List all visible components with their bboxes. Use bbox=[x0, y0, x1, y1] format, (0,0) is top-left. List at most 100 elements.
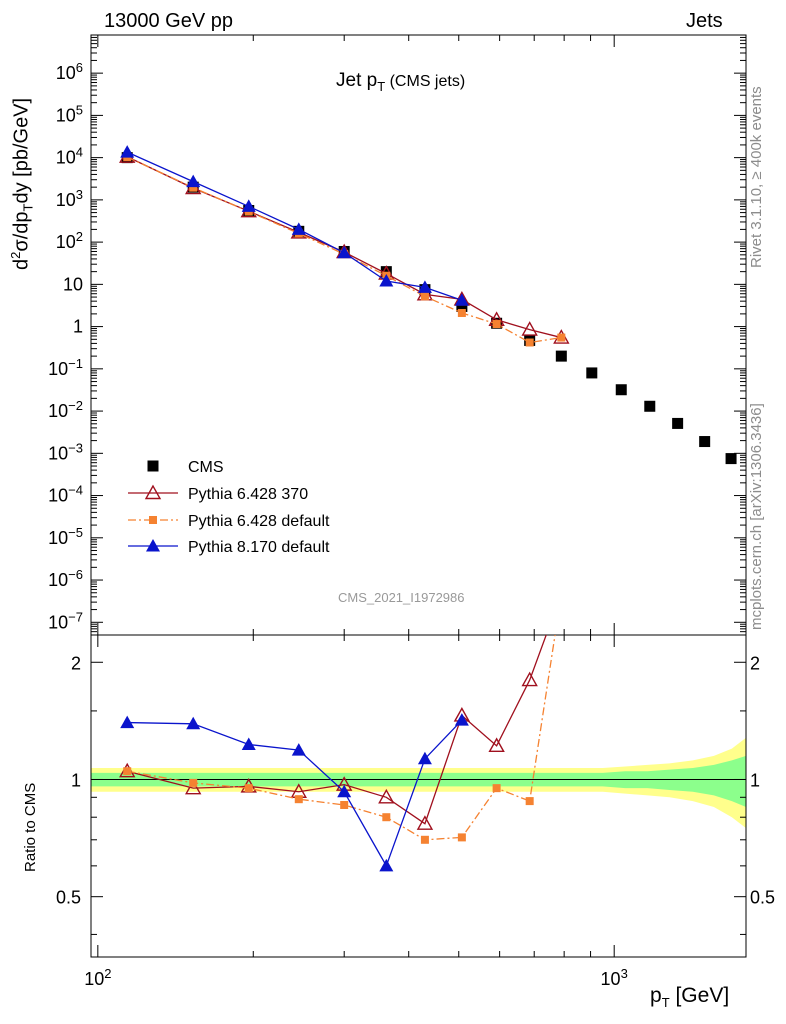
y-tick-label: 10−1 bbox=[48, 355, 83, 379]
ratio-axis-label: Ratio to CMS bbox=[22, 782, 39, 872]
y-tick-label: 105 bbox=[56, 102, 83, 126]
ratio-y-tick-label-right: 1 bbox=[750, 770, 760, 790]
legend: CMS Pythia 6.428 370 Pythia 6.428 default P… bbox=[128, 459, 330, 556]
ratio-point-pythia-6-428-370 bbox=[378, 788, 395, 804]
ratio-y-tick-label-right: 2 bbox=[750, 653, 760, 673]
y-tick-label: 10−2 bbox=[48, 398, 83, 422]
plot-title-suffix: (CMS jets) bbox=[385, 73, 466, 90]
y-tick-label: 10 bbox=[63, 274, 83, 294]
point-pythia-8-170-default bbox=[186, 174, 201, 188]
point-pythia-6-428-default bbox=[457, 308, 466, 317]
y-tick-label: 103 bbox=[56, 186, 83, 210]
ratio-point-pythia-6-428-default bbox=[420, 835, 429, 844]
point-pythia-8-170-default bbox=[241, 199, 256, 212]
ratio-point-pythia-6-428-370 bbox=[488, 737, 505, 753]
y-axis-label: d2σ/dpTdy [pb/GeV] bbox=[8, 98, 36, 270]
point-cms bbox=[777, 492, 786, 503]
point-pythia-8-170-default bbox=[417, 280, 432, 293]
legend-marker bbox=[146, 539, 160, 552]
uncertainty-band bbox=[91, 737, 746, 829]
ratio-point-pythia-6-428-370 bbox=[521, 671, 538, 687]
ratio-y-tick-label-right: 0.5 bbox=[750, 888, 775, 908]
point-cms bbox=[725, 453, 737, 465]
ratio-point-pythia-6-428-default bbox=[457, 833, 466, 842]
ratio-point-pythia-6-428-default bbox=[294, 795, 303, 804]
point-pythia-6-428-default bbox=[189, 183, 198, 192]
y-label-d: d bbox=[10, 258, 33, 270]
x-label-unit: [GeV] bbox=[669, 984, 730, 1007]
beam-label: 13000 GeV pp bbox=[104, 10, 233, 32]
ratio-y-tick-label: 1 bbox=[71, 770, 81, 790]
point-cms bbox=[586, 367, 598, 379]
legend-marker bbox=[147, 460, 159, 472]
legend-marker bbox=[149, 516, 157, 524]
legend-label: Pythia 8.170 default bbox=[188, 539, 330, 556]
point-pythia-6-428-370 bbox=[521, 321, 538, 336]
y-label-unit: dy [pb/GeV] bbox=[10, 97, 33, 204]
ratio-y-tick-label: 2 bbox=[71, 653, 81, 673]
y-label-sigma: σ/dp bbox=[10, 211, 33, 252]
ratio-point-pythia-6-428-default bbox=[557, 590, 565, 598]
y-tick-label: 10−6 bbox=[48, 567, 83, 591]
ratio-point-pythia-8-170-default bbox=[291, 743, 306, 756]
point-cms bbox=[672, 417, 684, 429]
ratio-point-pythia-6-428-default bbox=[189, 778, 198, 787]
band-inner bbox=[91, 755, 746, 807]
point-pythia-6-428-default bbox=[420, 292, 429, 301]
ratio-point-pythia-8-170-default bbox=[417, 751, 432, 765]
y-tick-label: 10−3 bbox=[48, 440, 83, 464]
x-label-sub: T bbox=[661, 995, 670, 1011]
legend-marker bbox=[144, 484, 162, 500]
point-cms bbox=[644, 400, 656, 412]
analysis-id-label: CMS_2021_I1972986 bbox=[338, 590, 465, 605]
category-label: Jets bbox=[686, 10, 723, 32]
ratio-line-pythia-8-170-default bbox=[127, 719, 463, 868]
axis-ticks bbox=[91, 34, 746, 957]
y-tick-label: 10−4 bbox=[48, 482, 83, 506]
series-line-pythia-6-428-default bbox=[126, 156, 562, 344]
ratio-point-pythia-8-170-default bbox=[186, 716, 201, 730]
y-tick-label: 106 bbox=[56, 60, 83, 84]
legend-label: Pythia 6.428 370 bbox=[188, 486, 308, 503]
upper-series-group bbox=[119, 145, 786, 503]
ratio-point-pythia-6-428-default bbox=[123, 767, 132, 776]
point-pythia-8-170-default bbox=[291, 222, 306, 235]
y-label-sub: T bbox=[20, 203, 36, 212]
point-cms bbox=[615, 384, 627, 396]
point-cms bbox=[456, 300, 468, 312]
ratio-series-group bbox=[119, 590, 565, 872]
x-label-p: p bbox=[650, 984, 662, 1007]
point-pythia-8-170-default bbox=[120, 145, 135, 158]
y-tick-label: 104 bbox=[56, 144, 83, 168]
mcplots-label: mcplots.cern.ch [arXiv:1306.3436] bbox=[748, 403, 765, 630]
ratio-point-pythia-6-428-370 bbox=[185, 779, 202, 795]
rivet-version-label: Rivet 3.1.10, ≥ 400k events bbox=[748, 86, 765, 268]
plot-title-main: Jet p bbox=[336, 70, 378, 91]
series-line-pythia-8-170-default bbox=[126, 151, 463, 301]
y-tick-label: 1 bbox=[73, 317, 83, 337]
point-pythia-6-428-default bbox=[492, 320, 501, 329]
ratio-point-pythia-8-170-default bbox=[454, 713, 469, 726]
point-cms bbox=[555, 350, 567, 362]
point-cms bbox=[699, 436, 711, 448]
ratio-point-pythia-8-170-default bbox=[337, 784, 352, 798]
point-pythia-6-428-default bbox=[525, 338, 534, 347]
ratio-line-pythia-6-428-370 bbox=[127, 635, 547, 825]
ratio-point-pythia-6-428-370 bbox=[416, 815, 434, 830]
ratio-point-pythia-6-428-default bbox=[382, 813, 391, 822]
point-pythia-8-170-default bbox=[379, 274, 394, 287]
ratio-point-pythia-6-428-default bbox=[525, 797, 534, 806]
point-pythia-6-428-default bbox=[557, 333, 566, 342]
x-tick-label: 102 bbox=[84, 966, 111, 990]
ratio-point-pythia-6-428-default bbox=[340, 800, 349, 809]
plot-title: Jet pT (CMS jets) bbox=[336, 70, 465, 94]
legend-label: CMS bbox=[188, 459, 224, 476]
point-cms bbox=[380, 266, 392, 278]
ratio-point-pythia-8-170-default bbox=[379, 858, 394, 872]
y-label-sup: 2 bbox=[8, 251, 23, 259]
legend-label: Pythia 6.428 default bbox=[188, 513, 330, 530]
ratio-point-pythia-6-428-default bbox=[244, 784, 253, 793]
plot-title-sub: T bbox=[377, 78, 386, 94]
point-pythia-8-170-default bbox=[454, 293, 469, 306]
